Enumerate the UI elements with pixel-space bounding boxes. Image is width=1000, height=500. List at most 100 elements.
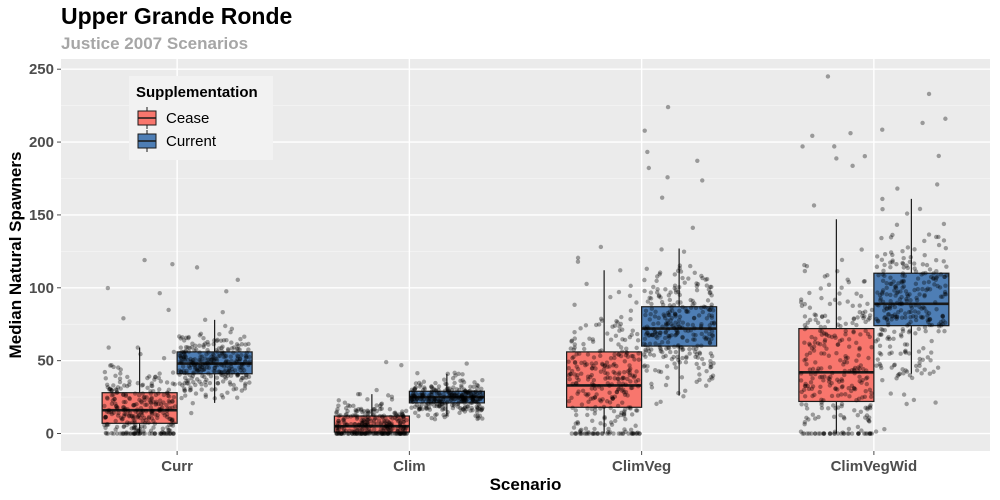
jitter-point — [605, 431, 610, 436]
jitter-point — [839, 377, 844, 382]
jitter-point — [572, 342, 577, 347]
jitter-point — [434, 396, 439, 402]
jitter-point — [135, 428, 141, 434]
jitter-point — [353, 425, 358, 430]
jitter-point — [569, 339, 574, 344]
jitter-point — [616, 342, 621, 347]
jitter-point — [839, 378, 845, 384]
jitter-point — [807, 341, 812, 347]
jitter-point — [943, 245, 949, 251]
jitter-point — [628, 385, 634, 391]
jitter-point — [846, 337, 852, 342]
jitter-point — [389, 421, 394, 426]
jitter-point — [821, 431, 826, 436]
jitter-point — [392, 415, 398, 420]
jitter-point — [899, 279, 904, 284]
jitter-point — [475, 399, 480, 404]
jitter-point — [598, 399, 604, 404]
jitter-point — [410, 399, 416, 405]
jitter-point — [570, 405, 575, 411]
jitter-point — [165, 391, 170, 396]
jitter-point — [371, 431, 376, 436]
jitter-point — [694, 379, 699, 385]
jitter-point — [913, 314, 919, 319]
jitter-point — [179, 395, 184, 401]
jitter-point — [709, 354, 715, 359]
jitter-point — [167, 431, 172, 436]
jitter-point — [138, 405, 144, 411]
jitter-point — [575, 419, 580, 425]
jitter-point — [857, 310, 862, 315]
jitter-point — [573, 380, 579, 386]
jitter-point — [921, 305, 926, 310]
jitter-point — [687, 351, 692, 356]
jitter-point — [372, 416, 378, 421]
jitter-point — [216, 346, 222, 351]
jitter-point — [477, 389, 483, 395]
jitter-point — [649, 301, 654, 307]
jitter-point — [867, 334, 872, 340]
jitter-point — [589, 361, 594, 366]
jitter-point — [819, 314, 825, 319]
jitter-point — [916, 326, 922, 332]
jitter-point — [675, 300, 680, 305]
jitter-point — [880, 127, 885, 132]
jitter-point — [135, 428, 140, 433]
jitter-point — [863, 388, 868, 394]
jitter-point — [231, 345, 237, 350]
jitter-point — [477, 406, 482, 412]
jitter-point — [147, 431, 152, 436]
jitter-point — [920, 120, 925, 126]
jitter-point — [452, 370, 457, 375]
jitter-point — [169, 422, 174, 427]
jitter-point — [656, 315, 661, 321]
jitter-point — [682, 280, 687, 285]
jitter-point — [136, 431, 141, 436]
jitter-point — [843, 353, 848, 359]
jitter-point — [573, 431, 579, 436]
jitter-point — [657, 330, 663, 335]
jitter-point — [863, 376, 869, 381]
jitter-point — [417, 392, 423, 398]
jitter-point — [898, 332, 904, 337]
jitter-point — [441, 391, 446, 397]
jitter-point — [900, 271, 906, 276]
jitter-point — [684, 354, 689, 359]
jitter-point — [644, 368, 649, 373]
jitter-point — [214, 338, 220, 344]
jitter-point — [678, 269, 684, 274]
jitter-point — [940, 314, 945, 319]
jitter-point — [936, 329, 941, 334]
jitter-point — [818, 341, 823, 347]
jitter-point — [385, 424, 390, 429]
jitter-point — [628, 308, 634, 313]
jitter-point — [166, 307, 171, 313]
chart-title: Upper Grande Ronde — [61, 3, 293, 29]
jitter-point — [151, 399, 156, 405]
jitter-point — [644, 266, 649, 271]
jitter-point — [387, 425, 393, 430]
jitter-point — [691, 332, 696, 337]
jitter-point — [470, 397, 475, 402]
jitter-point — [239, 375, 245, 381]
jitter-point — [185, 357, 191, 363]
jitter-point — [383, 424, 389, 429]
jitter-point — [636, 351, 641, 356]
jitter-point — [202, 356, 208, 361]
jitter-point — [152, 431, 158, 436]
jitter-point — [806, 431, 812, 436]
jitter-point — [465, 390, 471, 395]
jitter-point — [451, 403, 457, 408]
jitter-point — [218, 338, 224, 343]
jitter-point — [864, 368, 869, 373]
jitter-point — [914, 368, 920, 373]
jitter-point — [703, 304, 708, 310]
jitter-point — [362, 431, 368, 436]
jitter-point — [811, 344, 817, 349]
jitter-point — [666, 345, 672, 351]
jitter-point — [673, 333, 678, 338]
jitter-point — [151, 425, 156, 430]
jitter-point — [135, 407, 140, 412]
jitter-point — [337, 431, 342, 436]
